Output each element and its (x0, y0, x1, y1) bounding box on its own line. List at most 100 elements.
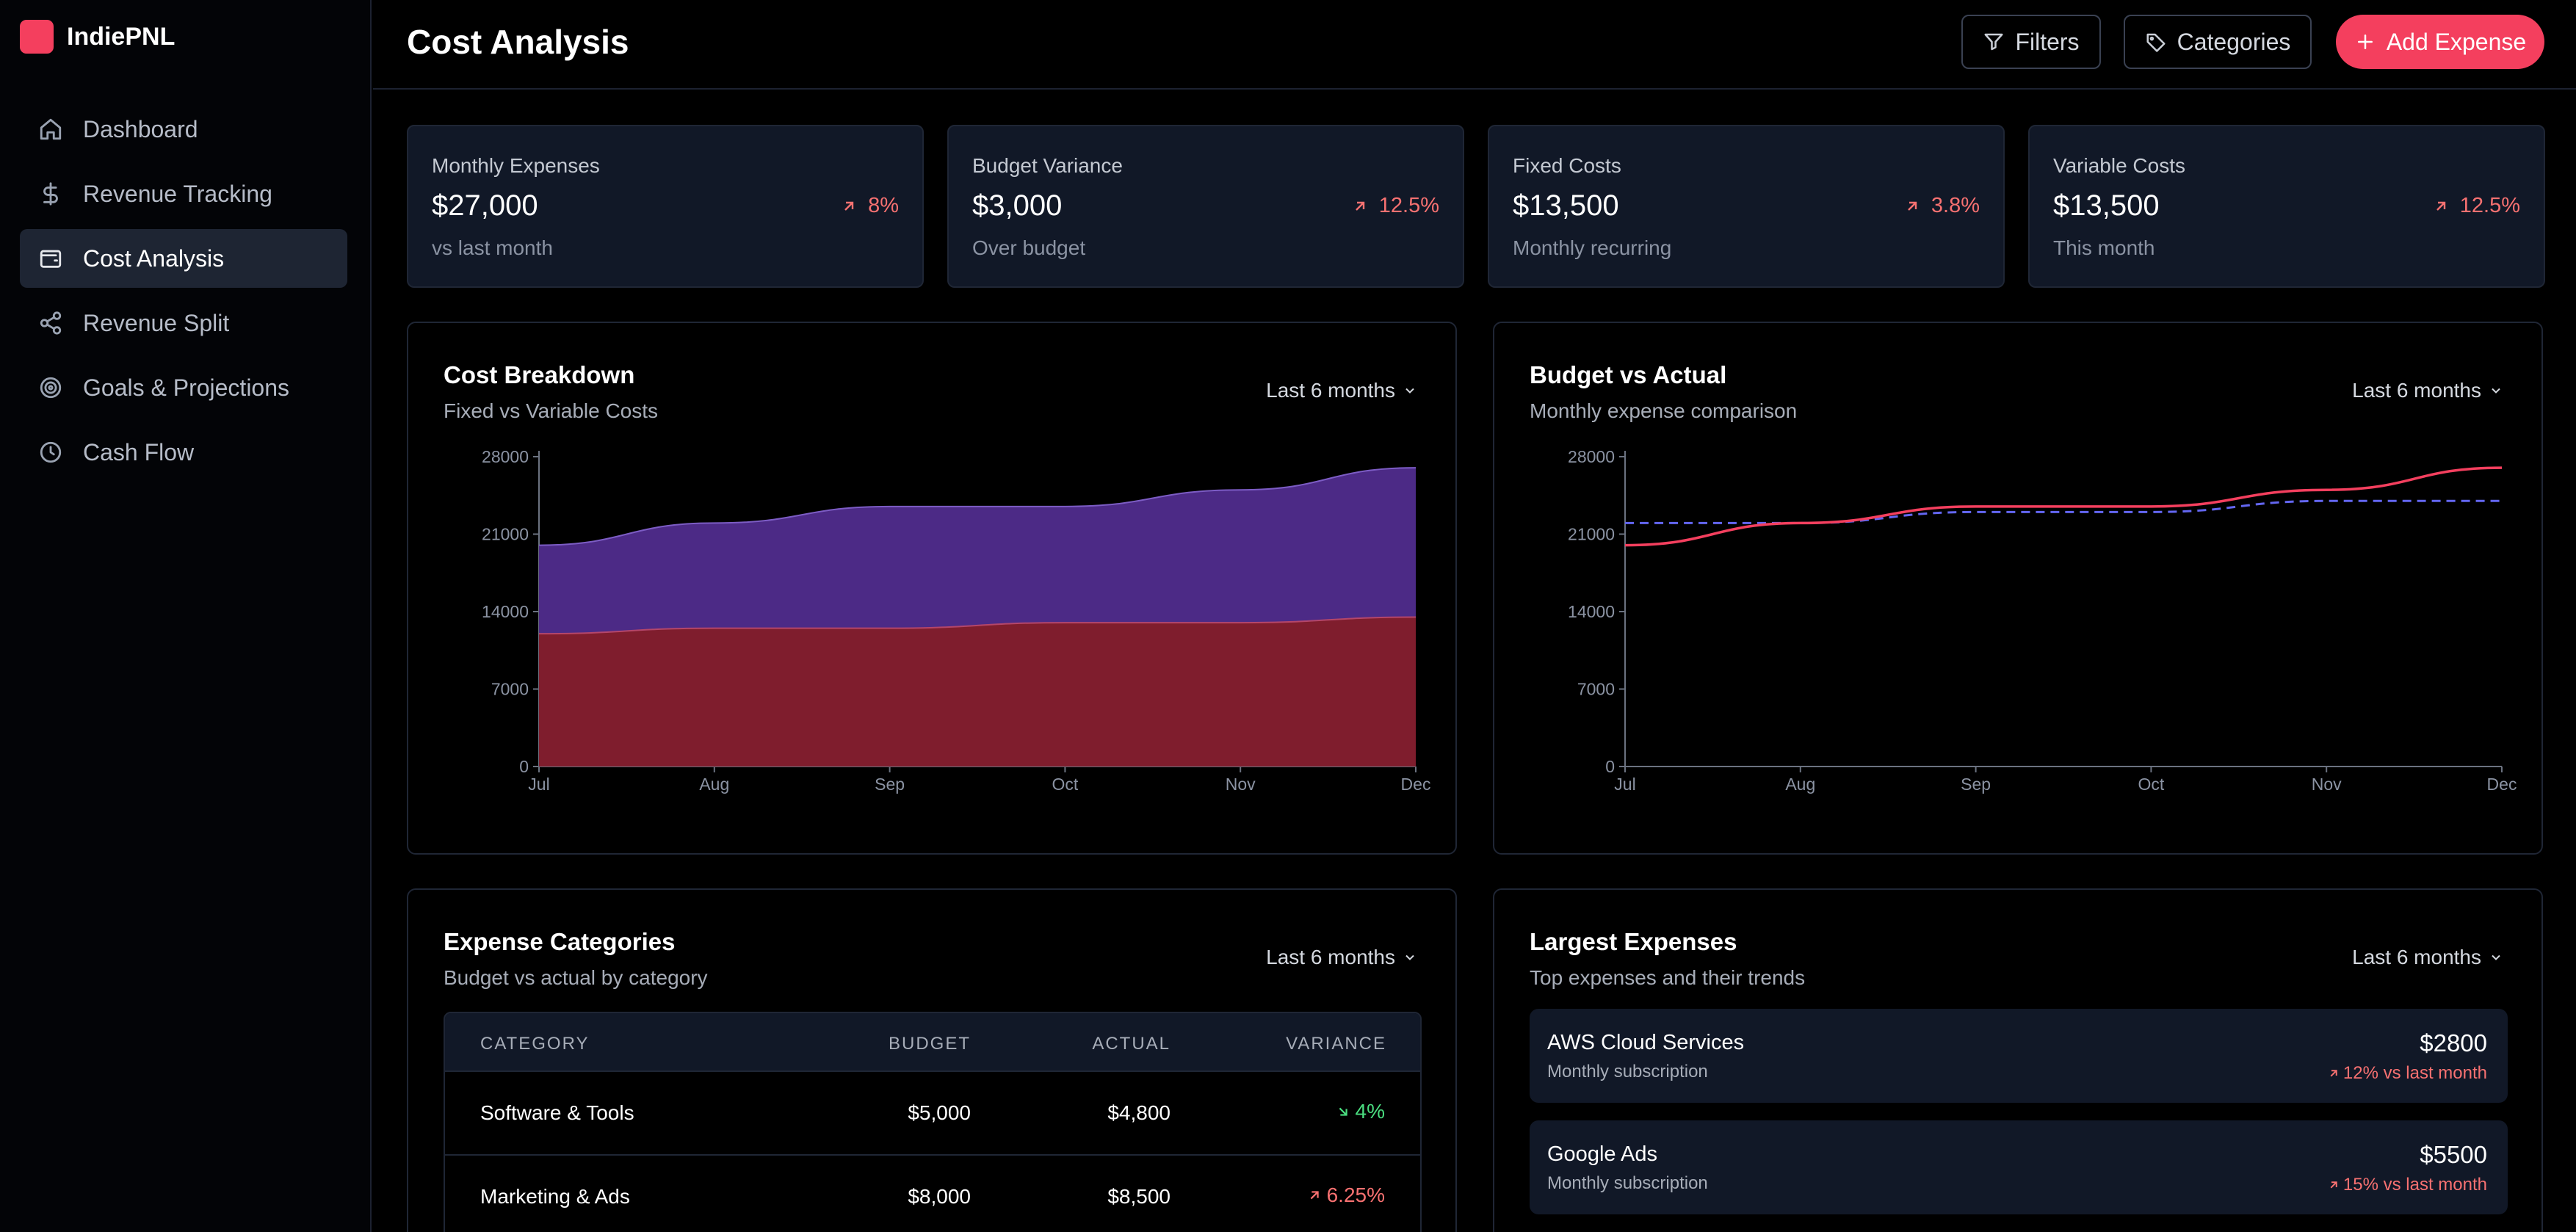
x-tick-label: Sep (1961, 775, 1991, 794)
expense-name: AWS Cloud Services (1547, 1031, 1745, 1054)
chevron-down-icon (1405, 388, 1414, 394)
cell-variance: 4% (1335, 1100, 1385, 1123)
add-expense-button[interactable]: Add Expense (2336, 15, 2544, 69)
panel-subtitle: Monthly expense comparison (1530, 399, 1798, 422)
filters-button-label: Filters (2015, 28, 2080, 55)
expense-item[interactable]: Google Ads Monthly subscription $5500 15… (1530, 1120, 2508, 1214)
expense-trend-value: 15% vs last month (2342, 1175, 2487, 1195)
chevron-down-icon (2492, 388, 2500, 394)
series-line-budget (1625, 499, 2502, 524)
variance-value: 6.25% (1326, 1184, 1385, 1206)
kpi-card-budget-variance: Budget Variance $3,000 Over budget 12.5% (947, 125, 1464, 288)
table-row[interactable]: Marketing & Ads $8,000 $8,500 6.25% (445, 1156, 1420, 1232)
categories-button[interactable]: Categories (2124, 15, 2312, 69)
range-select[interactable]: Last 6 months (2352, 946, 2503, 969)
sidebar-nav: Dashboard Revenue Tracking Cost Analysis… (20, 100, 347, 488)
sidebar-item-revenue-tracking[interactable]: Revenue Tracking (20, 164, 347, 223)
plus-icon (2357, 35, 2373, 49)
kpi-card-monthly-expenses: Monthly Expenses $27,000 vs last month 8… (407, 125, 924, 288)
panel-subtitle: Budget vs actual by category (444, 966, 708, 989)
column-header-actual[interactable]: ACTUAL (1092, 1034, 1171, 1054)
table-row[interactable]: Software & Tools $5,000 $4,800 4% (445, 1072, 1420, 1156)
expense-amount: $2800 (2420, 1029, 2487, 1057)
cost-breakdown-chart: 0 7000 14000 21000 28000 Jul Aug Sep Oct Nov Dec (482, 447, 1431, 794)
expense-trend-value: 12% vs last month (2342, 1063, 2487, 1083)
series-line-actual (1624, 466, 2503, 547)
kpi-label: Budget Variance (972, 154, 1123, 177)
kpi-value: $13,500 (2053, 189, 2160, 222)
expense-trend: 12% vs last month (2327, 1063, 2487, 1084)
cell-actual: $4,800 (1107, 1101, 1171, 1124)
range-select[interactable]: Last 6 months (2352, 379, 2503, 402)
brand[interactable]: IndiePNL (20, 20, 175, 54)
column-header-category[interactable]: CATEGORY (480, 1034, 590, 1054)
filters-button[interactable]: Filters (1961, 15, 2101, 69)
range-select-label: Last 6 months (1266, 946, 1395, 968)
sidebar-item-revenue-split[interactable]: Revenue Split (20, 294, 347, 352)
cell-variance: 6.25% (1306, 1184, 1385, 1207)
arrow-up-right-icon (844, 201, 854, 211)
range-select-label: Last 6 months (1266, 379, 1395, 402)
table-header: CATEGORY BUDGET ACTUAL VARIANCE (445, 1013, 1420, 1072)
column-header-variance[interactable]: VARIANCE (1286, 1034, 1386, 1054)
header: Cost Analysis Filters Categories Add Exp… (373, 0, 2576, 90)
kpi-subtext: Over budget (972, 236, 1086, 259)
y-tick-label: 14000 (1568, 602, 1615, 621)
kpi-value: $27,000 (432, 189, 538, 222)
sidebar-item-cash-flow[interactable]: Cash Flow (20, 423, 347, 482)
sidebar-item-label: Cash Flow (83, 438, 195, 465)
kpi-change-value: 12.5% (2459, 194, 2520, 217)
kpi-change: 12.5% (1351, 194, 1439, 218)
series-area-fixed (539, 617, 1416, 767)
sidebar-item-label: Dashboard (83, 115, 198, 142)
share-icon (37, 310, 64, 336)
column-header-budget[interactable]: BUDGET (888, 1034, 971, 1054)
budget-vs-actual-panel: Budget vs Actual Monthly expense compari… (1493, 322, 2543, 855)
brand-name: IndiePNL (67, 22, 176, 51)
categories-button-label: Categories (2177, 28, 2291, 55)
kpi-change-value: 8% (868, 194, 899, 217)
kpi-subtext: This month (2053, 236, 2155, 259)
sidebar-item-label: Goals & Projections (83, 374, 290, 401)
x-tick-label: Jul (1614, 775, 1635, 794)
sidebar-item-cost-analysis[interactable]: Cost Analysis (20, 229, 347, 288)
expense-item[interactable]: AWS Cloud Services Monthly subscription … (1530, 1009, 2508, 1103)
panel-title: Expense Categories (444, 928, 676, 955)
kpi-change-value: 3.8% (1931, 194, 1980, 217)
expense-name: Google Ads (1547, 1142, 1657, 1166)
expense-type: Monthly subscription (1547, 1173, 1708, 1193)
y-tick-label: 28000 (1568, 447, 1615, 466)
arrow-up-right-icon (1355, 201, 1364, 211)
kpi-change: 3.8% (1903, 194, 1980, 218)
cell-category: Software & Tools (480, 1101, 634, 1124)
add-expense-button-label: Add Expense (2386, 28, 2527, 55)
kpi-card-fixed-costs: Fixed Costs $13,500 Monthly recurring 3.… (1488, 125, 2005, 288)
sidebar-item-label: Revenue Tracking (83, 180, 272, 207)
panel-title: Budget vs Actual (1530, 361, 1727, 388)
kpi-value: $3,000 (972, 189, 1063, 222)
series-line-fixed (538, 616, 1417, 635)
cost-breakdown-panel: Cost Breakdown Fixed vs Variable Costs L… (407, 322, 1457, 855)
largest-expenses-panel: Largest Expenses Top expenses and their … (1493, 888, 2543, 1232)
sidebar-item-dashboard[interactable]: Dashboard (20, 100, 347, 159)
chevron-down-icon (1405, 954, 1414, 960)
kpi-change-value: 12.5% (1378, 194, 1439, 217)
x-tick-label: Jul (528, 775, 549, 794)
x-tick-label: Dec (1401, 775, 1431, 794)
sidebar-item-goals-projections[interactable]: Goals & Projections (20, 358, 347, 417)
panel-subtitle: Fixed vs Variable Costs (444, 399, 659, 422)
range-select[interactable]: Last 6 months (1266, 379, 1417, 402)
kpi-card-variable-costs: Variable Costs $13,500 This month 12.5% (2028, 125, 2545, 288)
expense-amount: $5500 (2420, 1141, 2487, 1168)
y-tick-label: 0 (1605, 757, 1615, 776)
clock-icon (37, 439, 64, 465)
cell-category: Marketing & Ads (480, 1185, 630, 1208)
x-tick-label: Nov (2312, 775, 2342, 794)
kpi-label: Variable Costs (2053, 154, 2186, 177)
range-select[interactable]: Last 6 months (1266, 946, 1417, 969)
y-tick-label: 21000 (1568, 525, 1615, 544)
variance-value: 4% (1355, 1100, 1385, 1123)
budget-vs-actual-chart: 0 7000 14000 21000 28000 Jul Aug Sep Oct Nov Dec (1568, 447, 2517, 794)
expense-categories-table: CATEGORY BUDGET ACTUAL VARIANCE Software… (444, 1012, 1422, 1232)
tag-icon (2146, 33, 2166, 52)
